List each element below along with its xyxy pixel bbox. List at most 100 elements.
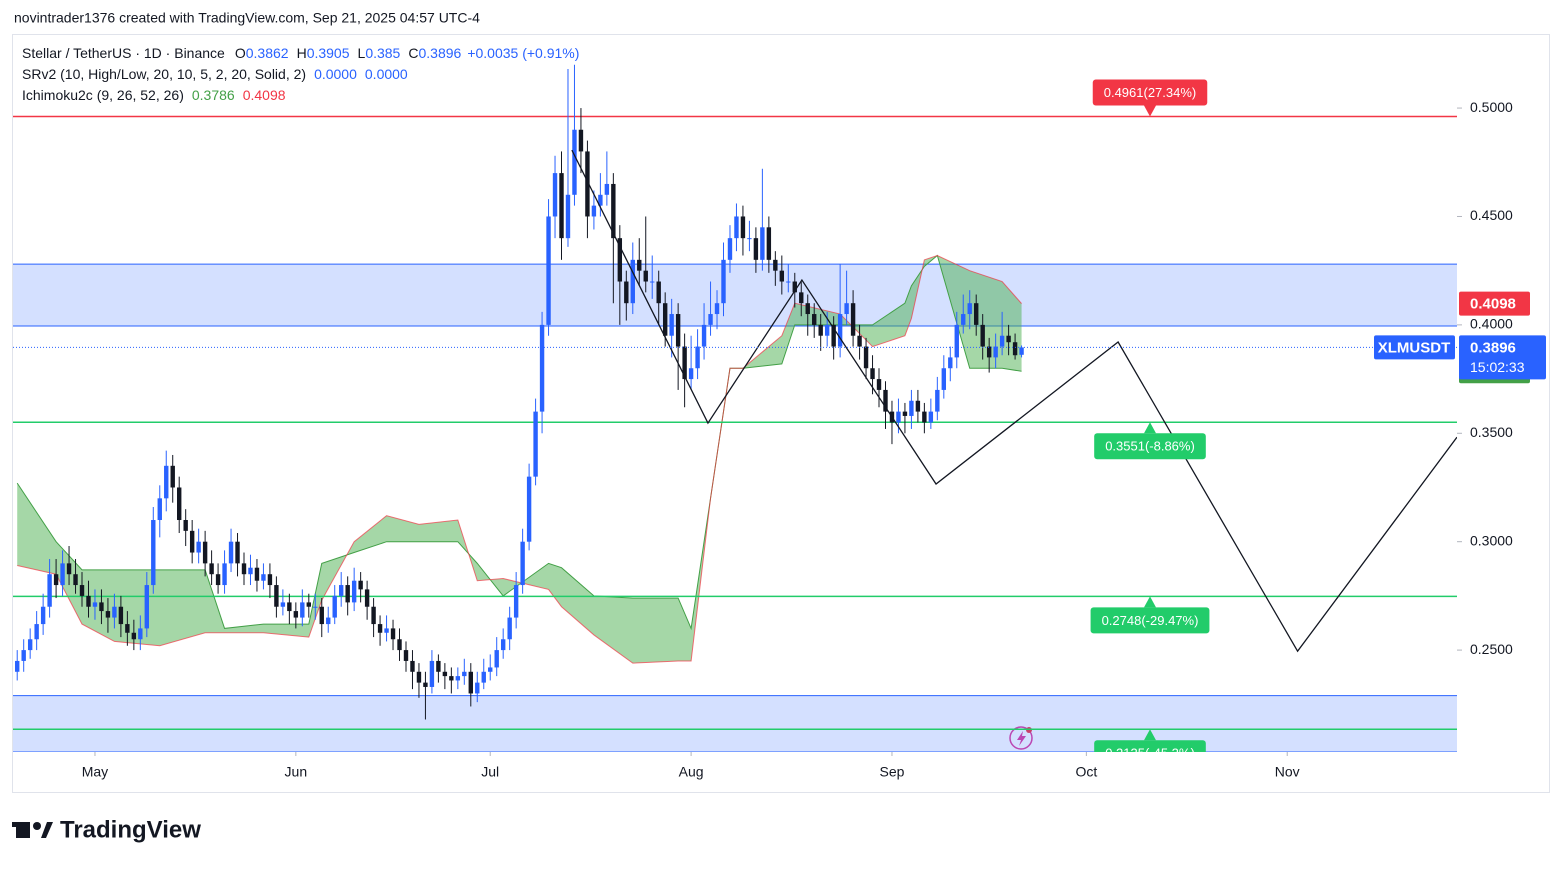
candle-body	[47, 574, 52, 607]
y-tick-label: 0.4500	[1470, 207, 1513, 223]
zone	[13, 264, 1457, 326]
projection-path	[571, 149, 1457, 653]
change: +0.0035 (+0.91%)	[467, 45, 579, 61]
candle-body	[792, 281, 797, 293]
candle-body	[105, 611, 111, 618]
candle-body	[572, 129, 577, 195]
x-tick-label: Aug	[679, 764, 704, 780]
candle-body	[364, 589, 370, 607]
candle-body	[332, 595, 337, 618]
candle-body	[261, 574, 266, 581]
candle-body	[235, 541, 240, 564]
candle-body	[442, 671, 448, 677]
candle-body	[824, 324, 830, 336]
indicator-line: SRv2 (10, High/Low, 20, 10, 5, 2, 20, So…	[22, 66, 408, 82]
candle-body	[701, 324, 707, 347]
candle-body	[870, 368, 875, 380]
x-tick-label: Oct	[1075, 764, 1097, 780]
candle-body	[850, 303, 856, 336]
level-label-pointer	[1144, 596, 1156, 608]
candle-body	[909, 400, 914, 416]
candle-body	[915, 400, 921, 412]
candle-body	[935, 389, 940, 412]
ichimoku-cloud	[17, 255, 1022, 664]
candle-body	[766, 227, 772, 260]
y-tick-label: 0.4000	[1470, 316, 1513, 332]
candle-body	[533, 411, 538, 477]
candle-body	[928, 411, 934, 423]
candle-body	[73, 574, 78, 586]
candle-body	[896, 411, 901, 423]
candle-body	[695, 346, 700, 369]
candle-body	[805, 303, 810, 315]
symbol-tag-label: XLMUSDT	[1378, 339, 1451, 356]
candle-body	[287, 602, 292, 612]
plot-area: 0.4961(27.34%) 0.3551(-8.86%) 0.2748(-29.4…	[13, 64, 1457, 761]
candle-body	[462, 671, 467, 677]
ohlc-value: 0.3905	[307, 45, 350, 61]
candle-body	[682, 346, 687, 380]
candle-body	[708, 314, 713, 325]
candle-body	[138, 628, 143, 640]
chart-frame	[12, 34, 1550, 793]
candle-body	[27, 639, 33, 651]
candle-body	[552, 173, 558, 217]
level-label-box	[1092, 79, 1208, 106]
candle-body	[403, 650, 409, 661]
ohlc-label: H	[297, 45, 307, 61]
level-label: 0.3551(-8.86%)	[1105, 439, 1195, 454]
level-label: 0.2135(-45.2%)	[1105, 746, 1195, 761]
candle-body	[209, 563, 214, 575]
candle-body	[34, 624, 39, 640]
candle-body	[21, 650, 26, 661]
candle-body	[164, 465, 169, 499]
candle-body	[351, 580, 357, 603]
x-tick-label: Nov	[1275, 764, 1300, 780]
candle-body	[727, 238, 733, 260]
candle-body	[92, 602, 98, 607]
indicator-line: Ichimoku2c (9, 26, 52, 26) 0.3786 0.4098	[22, 87, 286, 103]
candle-body	[189, 530, 195, 553]
legend-line: Stellar / TetherUS · 1D · Binance O0.3862…	[22, 45, 579, 61]
candle-body	[196, 541, 201, 553]
candle-body	[1006, 335, 1011, 343]
candle-body	[358, 580, 363, 590]
candle-body	[157, 498, 162, 521]
candle-body	[611, 183, 616, 239]
candle-body	[228, 541, 234, 564]
candle-body	[86, 595, 91, 607]
indicator-name: Ichimoku2c (9, 26, 52, 26)	[22, 87, 184, 103]
last-price-label: 0.3896	[1470, 339, 1516, 356]
price-tag-label: 0.4098	[1470, 296, 1516, 313]
candle-body	[125, 624, 130, 633]
candle-body	[974, 303, 979, 325]
candle-body	[559, 173, 564, 239]
candle-body	[721, 259, 726, 304]
candle-body	[831, 324, 836, 347]
candle-body	[99, 602, 104, 612]
candle-body	[222, 563, 227, 586]
candle-body	[967, 303, 972, 315]
candle-body	[675, 314, 681, 347]
candle-body	[131, 632, 137, 640]
candle-body	[170, 465, 175, 488]
logo-icon	[12, 822, 53, 838]
candle-body	[948, 357, 953, 369]
countdown: 15:02:33	[1470, 359, 1525, 375]
candle-body	[449, 676, 454, 681]
candle-body	[481, 671, 486, 683]
candle-body	[922, 411, 927, 423]
x-tick-label: May	[82, 764, 108, 780]
level-label-pointer	[1144, 105, 1156, 117]
candle-body	[688, 368, 694, 380]
candle-body	[818, 324, 823, 336]
x-tick-label: Jul	[481, 764, 499, 780]
candle-body	[151, 520, 156, 586]
candle-body	[714, 303, 720, 315]
level-label-box	[1094, 433, 1206, 460]
candle-body	[423, 682, 428, 687]
candle-body	[662, 303, 668, 336]
candle-body	[617, 238, 623, 282]
candle-body	[397, 639, 402, 651]
